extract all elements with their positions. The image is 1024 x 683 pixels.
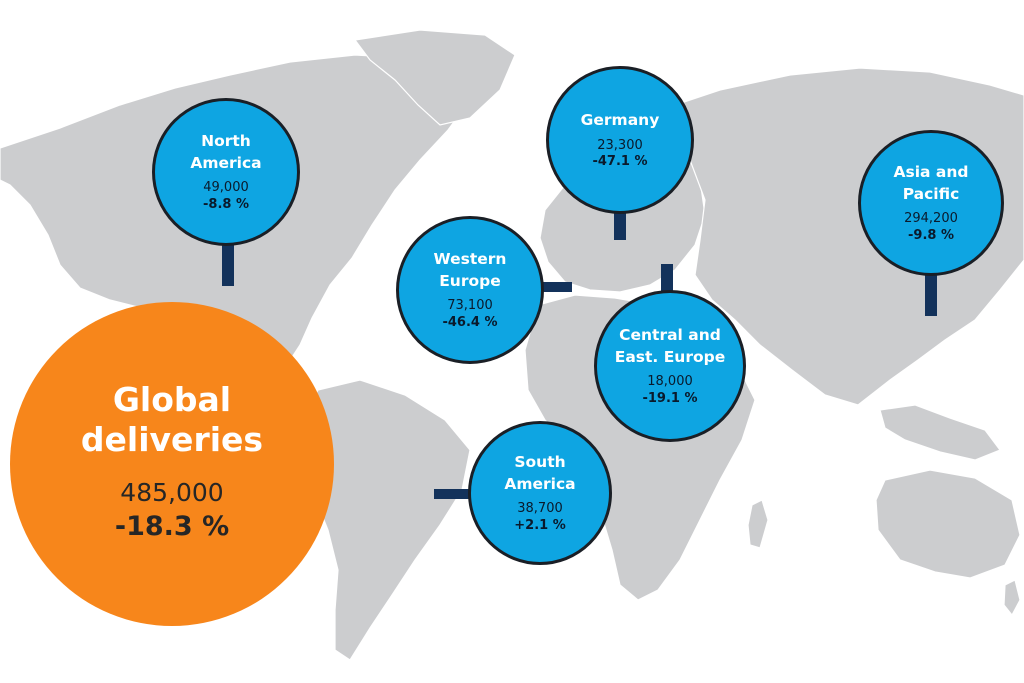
region-value: 49,000: [203, 180, 249, 196]
connector-south-america: [434, 489, 474, 499]
region-bubble-asia-pacific[interactable]: Asia and Pacific 294,200 -9.8 %: [858, 130, 1004, 276]
region-name: South America: [504, 453, 576, 493]
connector-western-europe: [540, 282, 572, 292]
region-value: 38,700: [517, 501, 563, 517]
region-value: 18,000: [647, 374, 693, 390]
global-deliveries-value: 485,000: [120, 478, 224, 508]
landmass-greenland: [353, 29, 516, 126]
landmass-new-zealand: [1003, 579, 1021, 617]
region-change: +2.1 %: [514, 517, 566, 533]
region-name: Central and East. Europe: [614, 326, 726, 366]
global-deliveries-change: -18.3 %: [114, 511, 230, 543]
region-bubble-south-america[interactable]: South America 38,700 +2.1 %: [468, 421, 612, 565]
landmass-australia: [875, 469, 1021, 579]
region-name: Asia and Pacific: [893, 163, 969, 203]
region-bubble-central-east-europe[interactable]: Central and East. Europe 18,000 -19.1 %: [594, 290, 746, 442]
region-bubble-north-america[interactable]: North America 49,000 -8.8 %: [152, 98, 300, 246]
connector-north-america: [222, 238, 234, 286]
region-change: -19.1 %: [642, 390, 698, 406]
region-name: North America: [190, 132, 262, 172]
connector-asia-pacific: [925, 272, 937, 316]
region-change: -8.8 %: [203, 196, 249, 212]
region-change: -47.1 %: [592, 153, 648, 169]
landmass-madagascar: [747, 499, 769, 549]
region-value: 73,100: [447, 298, 493, 314]
region-bubble-western-europe[interactable]: Western Europe 73,100 -46.4 %: [396, 216, 544, 364]
connector-central-east-europe: [661, 264, 673, 298]
region-name: Western Europe: [433, 250, 507, 290]
global-deliveries-bubble[interactable]: Global deliveries 485,000 -18.3 %: [10, 302, 334, 626]
region-value: 23,300: [597, 137, 643, 153]
region-value: 294,200: [904, 211, 958, 227]
region-bubble-germany[interactable]: Germany 23,300 -47.1 %: [546, 66, 694, 214]
region-change: -46.4 %: [442, 314, 498, 330]
region-change: -9.8 %: [908, 227, 954, 243]
global-deliveries-title: Global deliveries: [80, 379, 264, 459]
landmass-southeast-asia: [879, 404, 1001, 461]
region-name: Germany: [580, 110, 660, 129]
